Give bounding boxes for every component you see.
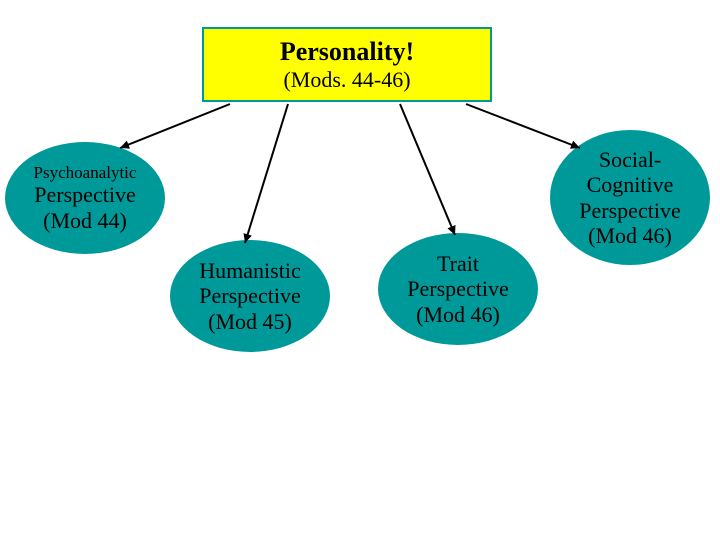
title-box: Personality! (Mods. 44-46) xyxy=(202,27,492,102)
diagram-title: Personality! xyxy=(280,37,414,67)
node-social-cognitive: Social-CognitivePerspective(Mod 46) xyxy=(550,130,710,265)
diagram-subtitle: (Mods. 44-46) xyxy=(283,67,410,93)
node-humanistic: HumanisticPerspective(Mod 45) xyxy=(170,240,330,352)
node-line: (Mod 46) xyxy=(588,223,672,248)
node-line: Perspective xyxy=(579,198,680,223)
node-psychoanalytic: PsychoanalyticPerspective(Mod 44) xyxy=(5,142,165,254)
node-line: Perspective xyxy=(199,283,300,308)
node-line: Perspective xyxy=(407,276,508,301)
node-line: Cognitive xyxy=(587,172,674,197)
node-trait: TraitPerspective(Mod 46) xyxy=(378,233,538,345)
node-line: Perspective xyxy=(34,182,135,207)
node-line: Social- xyxy=(599,147,661,172)
node-line: Trait xyxy=(437,251,479,276)
node-line: (Mod 45) xyxy=(208,309,292,334)
node-line: (Mod 44) xyxy=(43,208,127,233)
node-line: Humanistic xyxy=(199,258,300,283)
node-line: Psychoanalytic xyxy=(34,163,137,183)
node-line: (Mod 46) xyxy=(416,302,500,327)
